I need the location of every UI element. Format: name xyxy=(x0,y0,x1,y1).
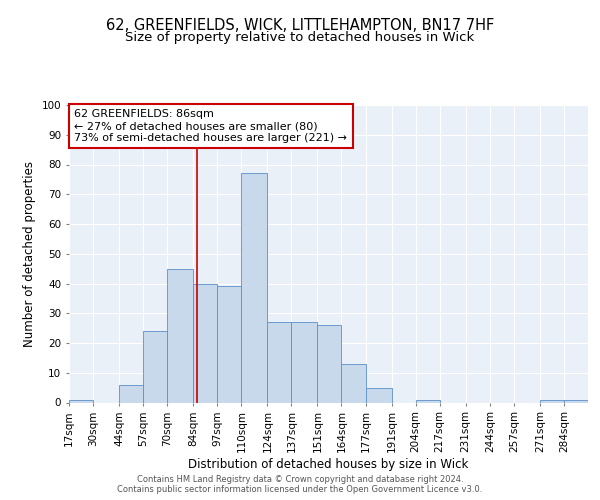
Bar xyxy=(69,400,93,402)
Text: Contains public sector information licensed under the Open Government Licence v3: Contains public sector information licen… xyxy=(118,485,482,494)
Bar xyxy=(143,331,167,402)
Bar xyxy=(193,284,217,403)
Bar xyxy=(540,400,564,402)
Bar xyxy=(217,286,241,403)
Bar xyxy=(292,322,317,402)
Bar xyxy=(167,268,193,402)
Bar xyxy=(119,384,143,402)
Bar xyxy=(268,322,292,402)
Text: Size of property relative to detached houses in Wick: Size of property relative to detached ho… xyxy=(125,31,475,44)
Bar xyxy=(241,174,268,402)
X-axis label: Distribution of detached houses by size in Wick: Distribution of detached houses by size … xyxy=(188,458,469,471)
Bar xyxy=(341,364,365,403)
Text: Contains HM Land Registry data © Crown copyright and database right 2024.: Contains HM Land Registry data © Crown c… xyxy=(137,475,463,484)
Text: 62, GREENFIELDS, WICK, LITTLEHAMPTON, BN17 7HF: 62, GREENFIELDS, WICK, LITTLEHAMPTON, BN… xyxy=(106,18,494,32)
Bar xyxy=(416,400,440,402)
Bar xyxy=(365,388,392,402)
Text: 62 GREENFIELDS: 86sqm
← 27% of detached houses are smaller (80)
73% of semi-deta: 62 GREENFIELDS: 86sqm ← 27% of detached … xyxy=(74,110,347,142)
Bar xyxy=(317,325,341,402)
Y-axis label: Number of detached properties: Number of detached properties xyxy=(23,161,36,347)
Bar xyxy=(564,400,588,402)
